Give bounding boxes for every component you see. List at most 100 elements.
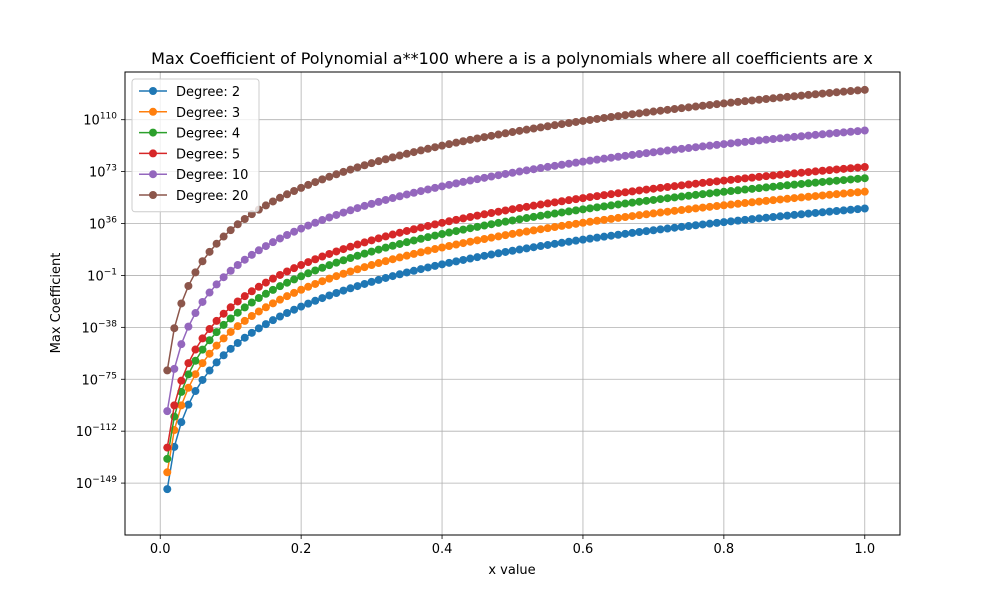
data-point-degree-2 (452, 257, 461, 266)
y-tick-label: 10−112 (76, 423, 117, 440)
data-point-degree-20 (593, 114, 602, 123)
data-point-degree-10 (325, 213, 334, 222)
data-point-degree-2 (628, 228, 637, 237)
data-point-degree-10 (346, 206, 355, 215)
data-point-degree-4 (381, 243, 390, 252)
data-point-degree-4 (360, 249, 369, 258)
data-point-degree-5 (557, 197, 566, 206)
data-point-degree-20 (409, 148, 418, 157)
data-point-degree-4 (395, 239, 404, 248)
data-point-degree-4 (797, 179, 806, 188)
data-point-degree-4 (459, 225, 468, 234)
data-point-degree-4 (748, 184, 757, 193)
data-point-degree-2 (480, 251, 489, 260)
data-point-degree-2 (212, 358, 221, 367)
data-point-degree-20 (600, 113, 609, 122)
data-point-degree-5 (656, 183, 665, 192)
data-point-degree-3 (543, 224, 552, 233)
data-point-degree-2 (712, 218, 721, 227)
data-point-degree-3 (522, 227, 531, 236)
data-point-degree-20 (656, 106, 665, 115)
data-point-degree-4 (733, 186, 742, 195)
data-point-degree-20 (508, 128, 517, 137)
legend-label: Degree: 3 (176, 106, 240, 121)
data-point-degree-10 (374, 197, 383, 206)
data-point-degree-20 (395, 151, 404, 160)
data-point-degree-3 (515, 228, 524, 237)
data-point-degree-4 (635, 197, 644, 206)
data-point-degree-2 (311, 296, 320, 305)
data-point-degree-4 (712, 188, 721, 197)
data-point-degree-3 (416, 248, 425, 257)
data-point-degree-20 (762, 95, 771, 104)
data-point-degree-10 (205, 288, 214, 297)
data-point-degree-20 (233, 220, 242, 229)
data-point-degree-10 (515, 167, 524, 176)
data-point-degree-5 (268, 274, 277, 283)
data-point-degree-20 (719, 99, 728, 108)
data-point-degree-10 (466, 176, 475, 185)
data-point-degree-5 (381, 232, 390, 241)
data-point-degree-3 (628, 212, 637, 221)
data-point-degree-5 (712, 177, 721, 186)
data-point-degree-2 (163, 485, 172, 494)
data-point-degree-10 (360, 201, 369, 210)
data-point-degree-5 (332, 247, 341, 256)
data-point-degree-10 (543, 162, 552, 171)
data-point-degree-2 (254, 324, 263, 333)
data-point-degree-4 (487, 220, 496, 229)
data-point-degree-10 (290, 227, 299, 236)
data-point-degree-5 (515, 204, 524, 213)
data-point-degree-3 (529, 226, 538, 235)
data-point-degree-4 (593, 203, 602, 212)
data-point-degree-3 (480, 234, 489, 243)
data-point-degree-5 (536, 200, 545, 209)
data-point-degree-20 (860, 85, 869, 94)
data-point-degree-4 (431, 231, 439, 240)
data-point-degree-5 (726, 175, 735, 184)
data-point-degree-3 (459, 239, 468, 248)
data-point-degree-2 (473, 253, 482, 262)
data-point-degree-4 (339, 256, 348, 265)
data-point-degree-4 (614, 200, 623, 209)
data-point-degree-20 (790, 92, 799, 101)
data-point-degree-10 (593, 155, 602, 164)
data-point-degree-2 (741, 215, 749, 224)
data-point-degree-4 (423, 233, 432, 242)
data-point-degree-4 (494, 218, 503, 227)
data-point-degree-5 (621, 188, 630, 197)
data-point-degree-5 (762, 172, 771, 181)
data-point-degree-10 (628, 150, 637, 159)
data-point-degree-20 (586, 115, 594, 124)
data-point-degree-4 (515, 215, 524, 224)
data-point-degree-4 (578, 205, 587, 214)
data-point-degree-3 (402, 251, 411, 260)
data-point-degree-4 (311, 266, 320, 275)
data-point-degree-2 (191, 387, 200, 396)
data-point-degree-3 (586, 217, 594, 226)
data-point-degree-3 (445, 242, 454, 251)
data-point-degree-4 (416, 234, 425, 243)
data-point-degree-10 (261, 242, 270, 251)
data-point-degree-20 (205, 247, 214, 256)
data-point-degree-3 (395, 253, 404, 262)
data-point-degree-3 (578, 218, 587, 227)
data-point-degree-20 (480, 133, 489, 142)
data-point-degree-20 (712, 100, 721, 109)
data-point-degree-4 (522, 214, 531, 223)
data-point-degree-3 (184, 383, 193, 392)
data-point-degree-5 (783, 170, 792, 179)
data-point-degree-4 (353, 251, 362, 260)
data-point-degree-3 (374, 259, 383, 268)
data-point-degree-2 (198, 375, 207, 384)
data-point-degree-3 (508, 229, 517, 238)
data-point-degree-3 (254, 307, 263, 316)
data-point-degree-10 (191, 309, 200, 318)
x-axis-label: x value (488, 563, 535, 578)
data-point-degree-10 (762, 135, 771, 144)
data-point-degree-3 (290, 288, 299, 297)
data-point-degree-4 (283, 278, 292, 287)
data-point-degree-4 (607, 201, 616, 210)
data-point-degree-5 (586, 193, 594, 202)
data-point-degree-2 (226, 344, 235, 353)
